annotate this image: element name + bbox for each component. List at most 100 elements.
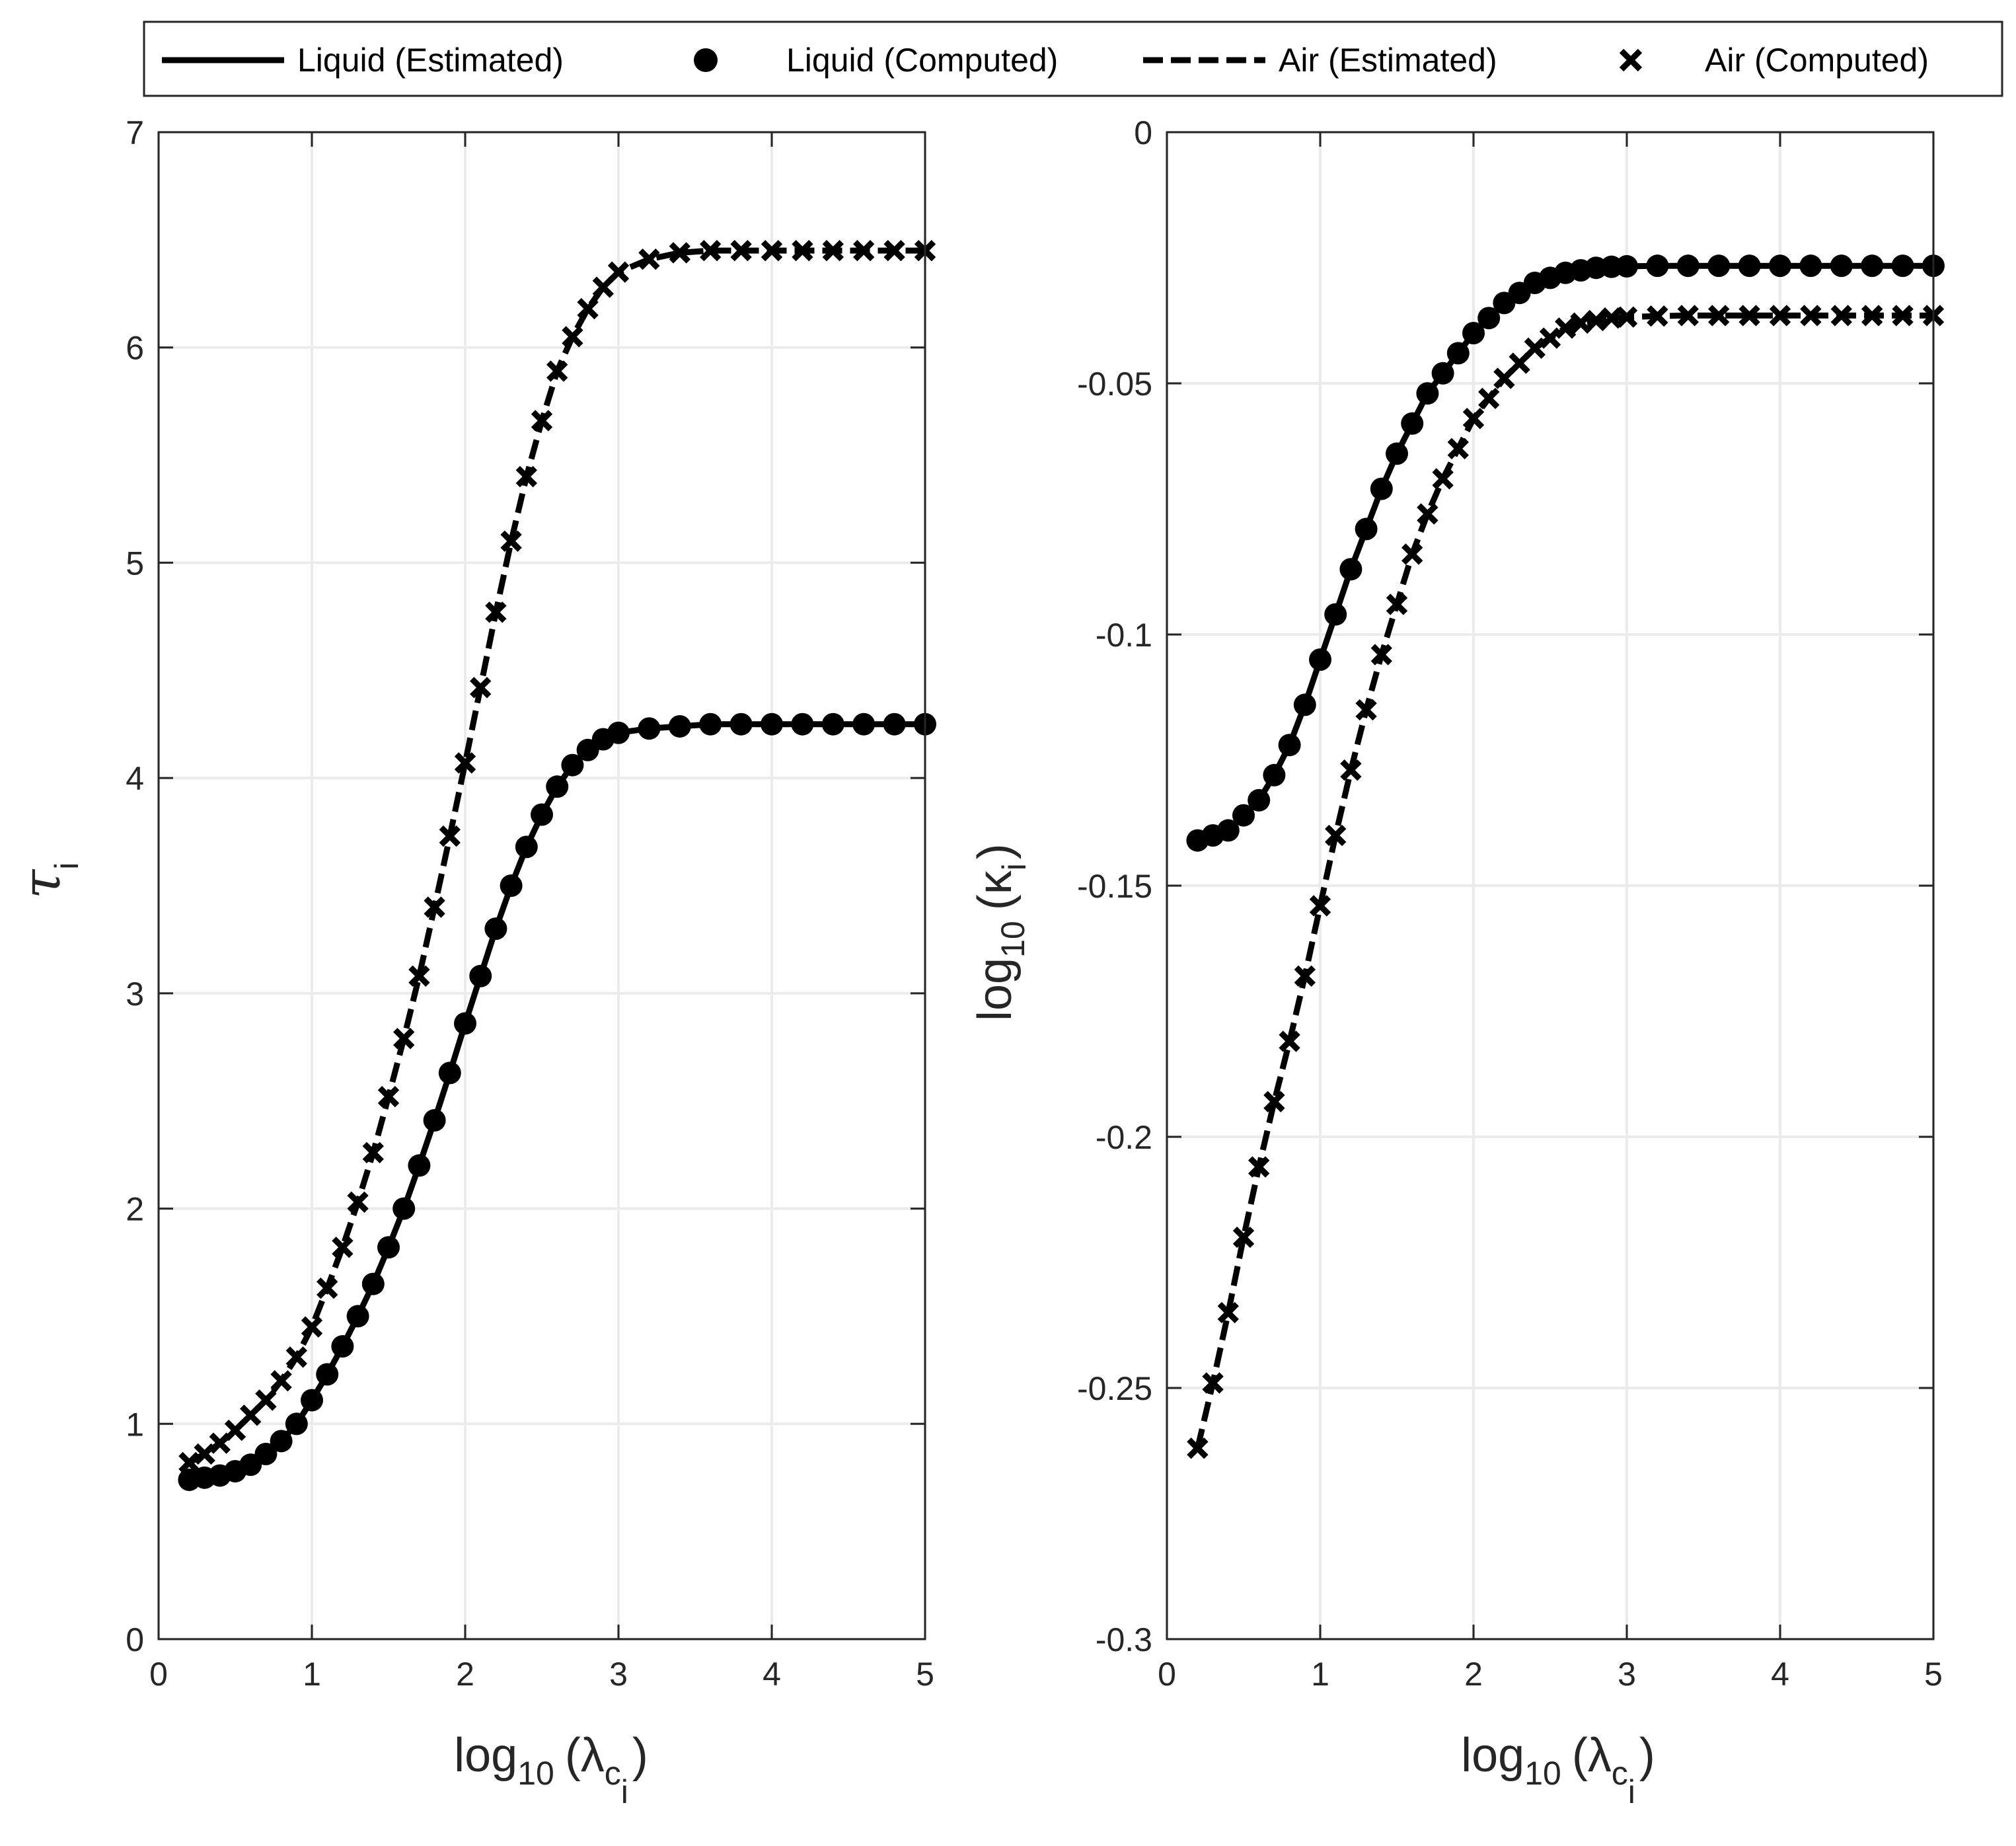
left-axes-box [157,131,926,1640]
left-x-tick-label-0: 0 [149,1656,168,1693]
right-liquid-point-5 [1263,763,1286,787]
left-x-axis-title-main: log [454,1729,517,1782]
right-air-point-2 [1217,1301,1239,1324]
legend-liquid-computed-label: Liquid (Computed) [786,42,1058,79]
left-liquid-point-21 [500,874,523,897]
left-air-point-27 [592,276,614,298]
left-y-tick-label-2: 2 [126,1191,144,1228]
right-liquid-point-11 [1355,518,1378,541]
right-liquid-point-3 [1232,804,1255,827]
left-air-point-4 [240,1404,262,1426]
right-air-point-18 [1462,408,1485,430]
left-air-point-23 [531,410,553,432]
left-y-tick-label-4: 4 [126,760,144,797]
right-air-point-10 [1340,759,1362,781]
left-x-tick-label-1: 1 [303,1656,321,1693]
left-liquid-point-12 [361,1272,385,1295]
right-y-tick-label-2: -0.2 [1096,1119,1152,1156]
right-liquid-point-16 [1431,362,1454,385]
left-liquid-point-11 [346,1305,369,1328]
right-air-point-17 [1447,438,1469,459]
right-y-tick-label-3: -0.15 [1077,868,1152,905]
right-liquid-point-7 [1293,693,1316,716]
left-y-tick-label-3: 3 [126,976,144,1013]
left-liquid-point-5 [254,1442,278,1465]
right-grid [1166,131,1935,1640]
right-y-tick-label-4: -0.1 [1096,617,1152,654]
left-liquid-point-8 [301,1389,323,1412]
right-liquid-point-34 [1799,254,1822,278]
right-air-point-29 [1647,305,1668,327]
right-air-point-4 [1248,1156,1270,1178]
left-air-point-31 [700,239,722,262]
right-air-point-34 [1800,305,1822,327]
left-air-point-26 [577,297,599,320]
legend-air-estimated-label: Air (Estimated) [1279,42,1497,79]
right-air-point-12 [1370,644,1392,666]
left-air-point-36 [853,239,875,262]
left-liquid-point-13 [377,1236,400,1259]
left-y-axis-title: τi [11,863,85,899]
right-series [1186,254,1945,1459]
right-air-point-24 [1555,317,1577,339]
right-y-axis-title-i: i [996,863,1033,870]
right-air-point-20 [1493,367,1515,389]
right-ticks: 0 1 2 3 4 5 -0.3 -0.25 -0.2 -0.15 -0.1 -0.05 0 [1077,114,1943,1693]
left-air-point-21 [500,530,522,553]
left-liquid-point-23 [531,803,553,826]
left-liquid-point-31 [699,712,722,736]
left-air-point-20 [485,601,507,623]
right-liquid-point-2 [1216,819,1240,842]
right-liquid-point-18 [1462,322,1485,344]
left-liquid-point-37 [883,712,906,736]
right-y-axis-title: log10 (κi) [969,843,1033,1021]
right-air-point-21 [1509,352,1530,374]
left-liquid-point-29 [638,717,661,740]
left-liquid-point-34 [791,712,814,736]
right-y-tick-label-5: -0.05 [1077,365,1152,403]
left-air-point-35 [822,239,844,262]
right-air-point-31 [1708,305,1730,327]
left-air-point-5 [255,1389,277,1411]
right-y-tick-label-6: 0 [1134,114,1152,151]
right-x-tick-label-3: 3 [1618,1656,1636,1693]
right-liquid-point-14 [1401,412,1424,435]
right-air-point-11 [1355,699,1377,721]
left-y-axis-title-sub: i [48,863,85,870]
right-liquid-point-29 [1646,254,1669,278]
right-air-computed-markers [1187,305,1945,1459]
left-air-point-13 [377,1086,400,1108]
right-air-point-3 [1232,1226,1255,1249]
right-air-point-8 [1309,895,1331,917]
right-y-axis-title-main: log [969,958,1022,1021]
left-air-point-9 [317,1277,338,1299]
right-air-point-26 [1585,309,1607,332]
left-liquid-point-33 [761,712,783,736]
right-x-tick-label-1: 1 [1311,1656,1329,1693]
left-x-axis-title-c: c [605,1755,621,1792]
right-liquid-point-32 [1738,254,1761,278]
left-air-point-1 [194,1443,215,1465]
legend-air-computed-marker-sample [1619,48,1643,72]
right-liquid-point-12 [1370,477,1393,500]
left-air-point-12 [362,1141,384,1164]
right-liquid-point-28 [1616,254,1638,278]
left-air-point-22 [515,465,537,488]
left-air-point-10 [332,1237,354,1258]
right-x-axis-title-c: c [1612,1755,1628,1792]
right-y-tick-label-0: -0.3 [1096,1621,1152,1658]
right-liquid-point-6 [1278,734,1301,757]
left-liquid-computed-markers [178,712,936,1491]
right-x-axis-title-main: log [1461,1729,1524,1782]
left-air-point-25 [562,326,583,348]
right-x-tick-label-5: 5 [1924,1656,1943,1693]
right-x-tick-label-0: 0 [1158,1656,1176,1693]
left-liquid-point-36 [852,712,876,736]
left-air-point-34 [792,239,813,262]
legend-air-computed-label: Air (Computed) [1705,42,1929,79]
left-liquid-point-19 [469,964,492,987]
right-liquid-point-9 [1324,603,1347,626]
left-y-tick-label-5: 5 [126,545,144,582]
